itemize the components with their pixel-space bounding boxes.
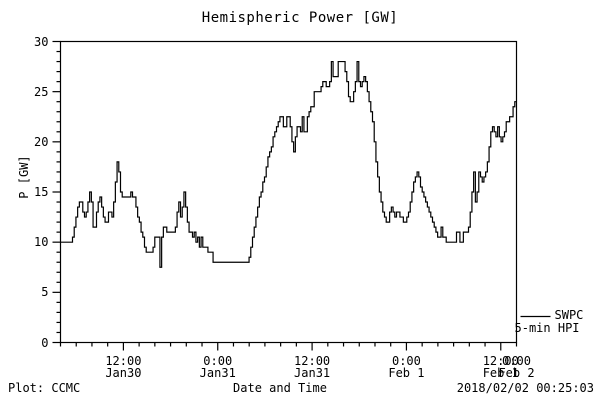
- chart-title: Hemispheric Power [GW]: [201, 10, 399, 26]
- x-tick-label: 12:00 Feb 1: [461, 355, 541, 379]
- legend-entry-swpc: SWPC 5-min HPI: [515, 307, 584, 335]
- x-tick-time: 12:00: [294, 353, 331, 368]
- x-tick-time: 12:00: [105, 353, 142, 368]
- x-tick-time: 12:00: [482, 353, 519, 368]
- x-tick-date: Jan31: [294, 365, 331, 380]
- y-tick-label: 15: [34, 185, 49, 199]
- legend-label-line2: 5-min HPI: [514, 320, 580, 335]
- generation-timestamp: 2018/02/02 00:25:03: [456, 381, 594, 395]
- x-tick-label: 0:00 Jan31: [178, 355, 258, 379]
- x-tick-time: 0:00: [203, 353, 233, 368]
- x-tick-label: 0:00 Feb 1: [366, 355, 446, 379]
- y-tick-label: 10: [34, 235, 49, 250]
- x-tick-label: 0:00 Feb 2: [477, 355, 557, 379]
- x-tick-date: Jan31: [199, 365, 236, 380]
- x-tick-date: Jan30: [105, 365, 142, 380]
- y-tick-label: 20: [34, 134, 49, 149]
- plot-frame: [59, 40, 518, 344]
- data-trace-swpc: [60, 60, 517, 268]
- y-tick-label: 30: [34, 34, 49, 49]
- x-tick-label: 12:00 Jan30: [83, 355, 163, 379]
- y-axis-label: P [GW]: [17, 155, 31, 199]
- x-tick-date: Feb 1: [482, 365, 519, 380]
- x-tick-time: 0:00: [391, 353, 421, 368]
- x-tick-label: 12:00 Jan31: [272, 355, 352, 379]
- x-tick-time: 0:00: [502, 353, 531, 368]
- y-tick-label: 5: [41, 285, 49, 300]
- y-tick-label: 0: [41, 335, 49, 350]
- x-axis-label: Date and Time: [233, 381, 327, 395]
- legend-label-line1: SWPC: [554, 307, 584, 322]
- y-tick-label: 25: [34, 84, 49, 99]
- x-tick-date: Feb 2: [498, 365, 535, 380]
- plot-credit: Plot: CCMC: [8, 381, 81, 395]
- x-tick-date: Feb 1: [388, 365, 425, 380]
